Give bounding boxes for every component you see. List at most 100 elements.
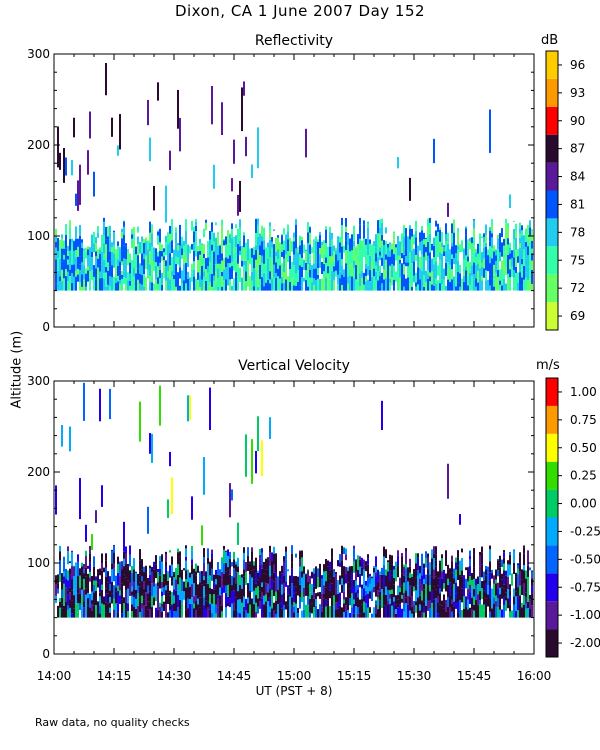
data-cell bbox=[453, 573, 455, 579]
data-cell bbox=[193, 226, 195, 232]
data-cell bbox=[323, 571, 325, 586]
data-cell bbox=[207, 577, 209, 585]
data-cell bbox=[161, 591, 163, 597]
data-cell bbox=[259, 577, 261, 592]
data-cell bbox=[177, 243, 179, 251]
data-cell bbox=[477, 282, 479, 291]
data-cell bbox=[389, 554, 391, 560]
data-cell bbox=[269, 611, 271, 618]
data-cell bbox=[403, 274, 405, 287]
data-cell bbox=[373, 586, 375, 593]
data-cell bbox=[411, 228, 413, 237]
data-cell bbox=[119, 270, 121, 276]
data-cell bbox=[269, 565, 271, 577]
data-cell bbox=[473, 571, 475, 579]
data-cell bbox=[457, 557, 459, 566]
data-cell bbox=[223, 549, 225, 564]
data-cell bbox=[355, 265, 357, 280]
data-cell bbox=[355, 559, 357, 572]
data-cell bbox=[355, 255, 357, 266]
data-cell bbox=[147, 269, 149, 279]
data-cell bbox=[173, 589, 175, 596]
data-cell bbox=[175, 579, 177, 585]
data-cell bbox=[341, 553, 343, 561]
data-cell bbox=[73, 264, 75, 277]
data-cell bbox=[81, 580, 83, 590]
data-cell bbox=[269, 597, 271, 607]
data-cell bbox=[89, 545, 91, 554]
data-cell bbox=[379, 233, 381, 248]
data-cell bbox=[261, 255, 263, 263]
data-cell bbox=[411, 286, 413, 291]
data-cell bbox=[447, 597, 449, 607]
data-cell bbox=[435, 261, 437, 266]
data-cell bbox=[193, 608, 195, 618]
data-cell bbox=[133, 558, 135, 570]
data-cell bbox=[113, 544, 115, 546]
data-cell bbox=[459, 574, 461, 586]
data-cell bbox=[309, 226, 311, 228]
data-cell bbox=[403, 564, 405, 567]
data-cell bbox=[463, 275, 465, 282]
data-cell bbox=[451, 223, 453, 234]
data-cell bbox=[229, 574, 231, 585]
data-cell bbox=[401, 276, 403, 291]
data-cell bbox=[393, 565, 395, 570]
data-cell bbox=[391, 254, 393, 264]
data-cell bbox=[67, 605, 69, 610]
data-cell bbox=[99, 600, 101, 606]
data-cell bbox=[439, 252, 441, 260]
data-cell bbox=[225, 592, 227, 608]
data-cell bbox=[345, 566, 347, 574]
data-cell bbox=[481, 276, 483, 281]
data-cell bbox=[127, 253, 129, 266]
data-cell bbox=[217, 584, 219, 596]
data-cell bbox=[481, 588, 483, 600]
data-cell bbox=[425, 584, 427, 597]
data-cell bbox=[403, 582, 405, 594]
data-cell bbox=[337, 560, 339, 567]
data-cell bbox=[353, 278, 355, 291]
data-cell bbox=[427, 274, 429, 279]
data-cell bbox=[453, 243, 455, 258]
data-cell bbox=[335, 574, 337, 589]
data-cell bbox=[379, 271, 381, 277]
data-cell bbox=[455, 286, 457, 291]
data-cell bbox=[115, 249, 117, 258]
data-cell bbox=[147, 578, 149, 586]
data-cell bbox=[161, 284, 163, 291]
data-cell bbox=[525, 246, 527, 259]
data-cell bbox=[193, 269, 195, 277]
data-cell bbox=[223, 545, 225, 550]
data-cell bbox=[365, 585, 367, 591]
data-cell bbox=[373, 245, 375, 258]
data-cell bbox=[171, 225, 173, 241]
data-cell bbox=[509, 611, 511, 618]
data-cell bbox=[421, 553, 423, 566]
data-cell bbox=[307, 604, 309, 618]
colorbar-label: 0.50 bbox=[570, 441, 597, 455]
data-cell bbox=[167, 592, 169, 604]
data-cell bbox=[415, 230, 417, 238]
data-cell bbox=[367, 250, 369, 256]
data-cell bbox=[423, 232, 425, 240]
data-cell bbox=[445, 285, 447, 291]
data-cell bbox=[255, 450, 257, 474]
y-tick-label: 300 bbox=[27, 47, 50, 61]
data-cell bbox=[163, 574, 165, 578]
data-cell bbox=[517, 563, 519, 566]
data-cell bbox=[475, 278, 477, 287]
data-cell bbox=[479, 551, 481, 556]
data-cell bbox=[167, 244, 169, 259]
data-cell bbox=[179, 609, 181, 618]
data-cell bbox=[211, 250, 213, 265]
data-cell bbox=[241, 247, 243, 261]
data-cell bbox=[179, 567, 181, 578]
data-cell bbox=[337, 608, 339, 618]
data-cell bbox=[85, 576, 87, 589]
data-cell bbox=[459, 566, 461, 575]
data-cell bbox=[155, 607, 157, 618]
data-cell bbox=[407, 236, 409, 251]
data-cell bbox=[525, 272, 527, 278]
data-cell bbox=[295, 248, 297, 261]
